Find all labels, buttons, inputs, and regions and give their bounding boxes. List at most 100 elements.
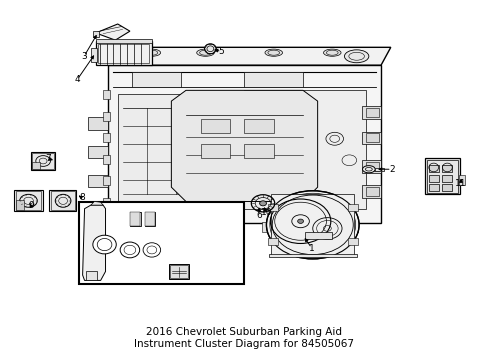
Text: 10: 10 bbox=[260, 208, 272, 217]
Bar bbox=[168, 264, 189, 279]
Bar bbox=[458, 175, 464, 185]
Bar bbox=[144, 212, 155, 226]
Ellipse shape bbox=[266, 191, 358, 259]
Bar bbox=[103, 90, 110, 99]
Bar bbox=[103, 198, 110, 207]
Bar bbox=[132, 72, 181, 87]
Bar bbox=[361, 160, 380, 173]
Bar bbox=[366, 108, 378, 117]
Bar bbox=[103, 176, 110, 185]
Text: 1: 1 bbox=[308, 244, 314, 253]
Text: 3: 3 bbox=[81, 52, 87, 61]
Ellipse shape bbox=[323, 49, 340, 56]
Bar bbox=[442, 165, 451, 172]
Bar bbox=[366, 187, 378, 196]
Bar bbox=[374, 168, 383, 171]
Ellipse shape bbox=[259, 201, 266, 206]
Polygon shape bbox=[91, 202, 103, 205]
Bar bbox=[144, 212, 155, 226]
Bar bbox=[267, 238, 277, 246]
Bar bbox=[96, 40, 152, 43]
Bar bbox=[103, 155, 110, 164]
Bar bbox=[130, 222, 143, 232]
Bar bbox=[173, 222, 187, 232]
Bar bbox=[366, 162, 378, 171]
Polygon shape bbox=[98, 47, 390, 65]
Bar bbox=[170, 265, 187, 278]
Text: 5: 5 bbox=[218, 47, 224, 56]
Polygon shape bbox=[118, 94, 234, 209]
Ellipse shape bbox=[344, 50, 368, 63]
Text: 11: 11 bbox=[454, 179, 466, 188]
Bar bbox=[16, 200, 23, 210]
Ellipse shape bbox=[143, 243, 160, 257]
Text: 6: 6 bbox=[256, 211, 262, 220]
Ellipse shape bbox=[93, 235, 116, 254]
Bar bbox=[51, 192, 75, 210]
Bar bbox=[98, 44, 149, 63]
Ellipse shape bbox=[297, 219, 303, 224]
Ellipse shape bbox=[196, 49, 214, 56]
Bar bbox=[200, 144, 229, 158]
Ellipse shape bbox=[264, 49, 282, 56]
Bar bbox=[244, 119, 273, 134]
Bar bbox=[261, 222, 275, 232]
Bar bbox=[271, 194, 353, 255]
Text: 7: 7 bbox=[45, 154, 51, 163]
Ellipse shape bbox=[143, 49, 160, 56]
Bar bbox=[32, 153, 54, 169]
Bar bbox=[244, 72, 303, 87]
Polygon shape bbox=[82, 205, 105, 280]
Bar bbox=[426, 160, 457, 193]
Text: 2016 Chevrolet Suburban Parking Aid
Instrument Cluster Diagram for 84505067: 2016 Chevrolet Suburban Parking Aid Inst… bbox=[134, 327, 354, 348]
Bar bbox=[305, 222, 319, 232]
Bar bbox=[88, 117, 108, 130]
Polygon shape bbox=[171, 90, 317, 202]
Bar bbox=[424, 158, 459, 194]
Bar bbox=[305, 232, 331, 239]
Bar bbox=[200, 119, 229, 134]
Ellipse shape bbox=[204, 44, 216, 54]
Polygon shape bbox=[96, 24, 130, 40]
Bar bbox=[361, 132, 380, 144]
Text: 8: 8 bbox=[79, 193, 85, 202]
Bar bbox=[91, 48, 97, 62]
Bar bbox=[88, 146, 108, 158]
Bar bbox=[103, 134, 110, 142]
Bar bbox=[442, 175, 451, 182]
Bar bbox=[344, 222, 357, 232]
Bar bbox=[428, 175, 438, 182]
Bar bbox=[88, 175, 108, 187]
Bar bbox=[14, 190, 42, 211]
Bar bbox=[86, 271, 97, 280]
Bar bbox=[103, 112, 110, 121]
Bar bbox=[244, 144, 273, 158]
Text: 4: 4 bbox=[74, 75, 80, 84]
Ellipse shape bbox=[120, 242, 140, 258]
Bar bbox=[366, 134, 378, 142]
Bar bbox=[79, 202, 244, 284]
Bar bbox=[130, 212, 141, 226]
Polygon shape bbox=[244, 90, 366, 209]
Bar bbox=[217, 222, 231, 232]
Bar bbox=[347, 238, 357, 246]
Polygon shape bbox=[108, 65, 380, 223]
Bar bbox=[428, 184, 438, 192]
Ellipse shape bbox=[362, 166, 374, 173]
Text: 2: 2 bbox=[388, 165, 394, 174]
Bar bbox=[442, 184, 451, 192]
Bar bbox=[130, 212, 140, 226]
Bar bbox=[428, 165, 438, 172]
Bar bbox=[16, 192, 41, 210]
Bar bbox=[361, 185, 380, 198]
Bar bbox=[93, 31, 99, 37]
Bar bbox=[96, 41, 152, 65]
Text: 9: 9 bbox=[28, 201, 34, 210]
Bar bbox=[32, 162, 40, 169]
Bar bbox=[31, 152, 55, 170]
Polygon shape bbox=[268, 253, 356, 257]
Bar bbox=[361, 107, 380, 119]
Bar bbox=[347, 204, 357, 211]
Bar bbox=[267, 204, 277, 211]
Bar bbox=[49, 190, 76, 211]
